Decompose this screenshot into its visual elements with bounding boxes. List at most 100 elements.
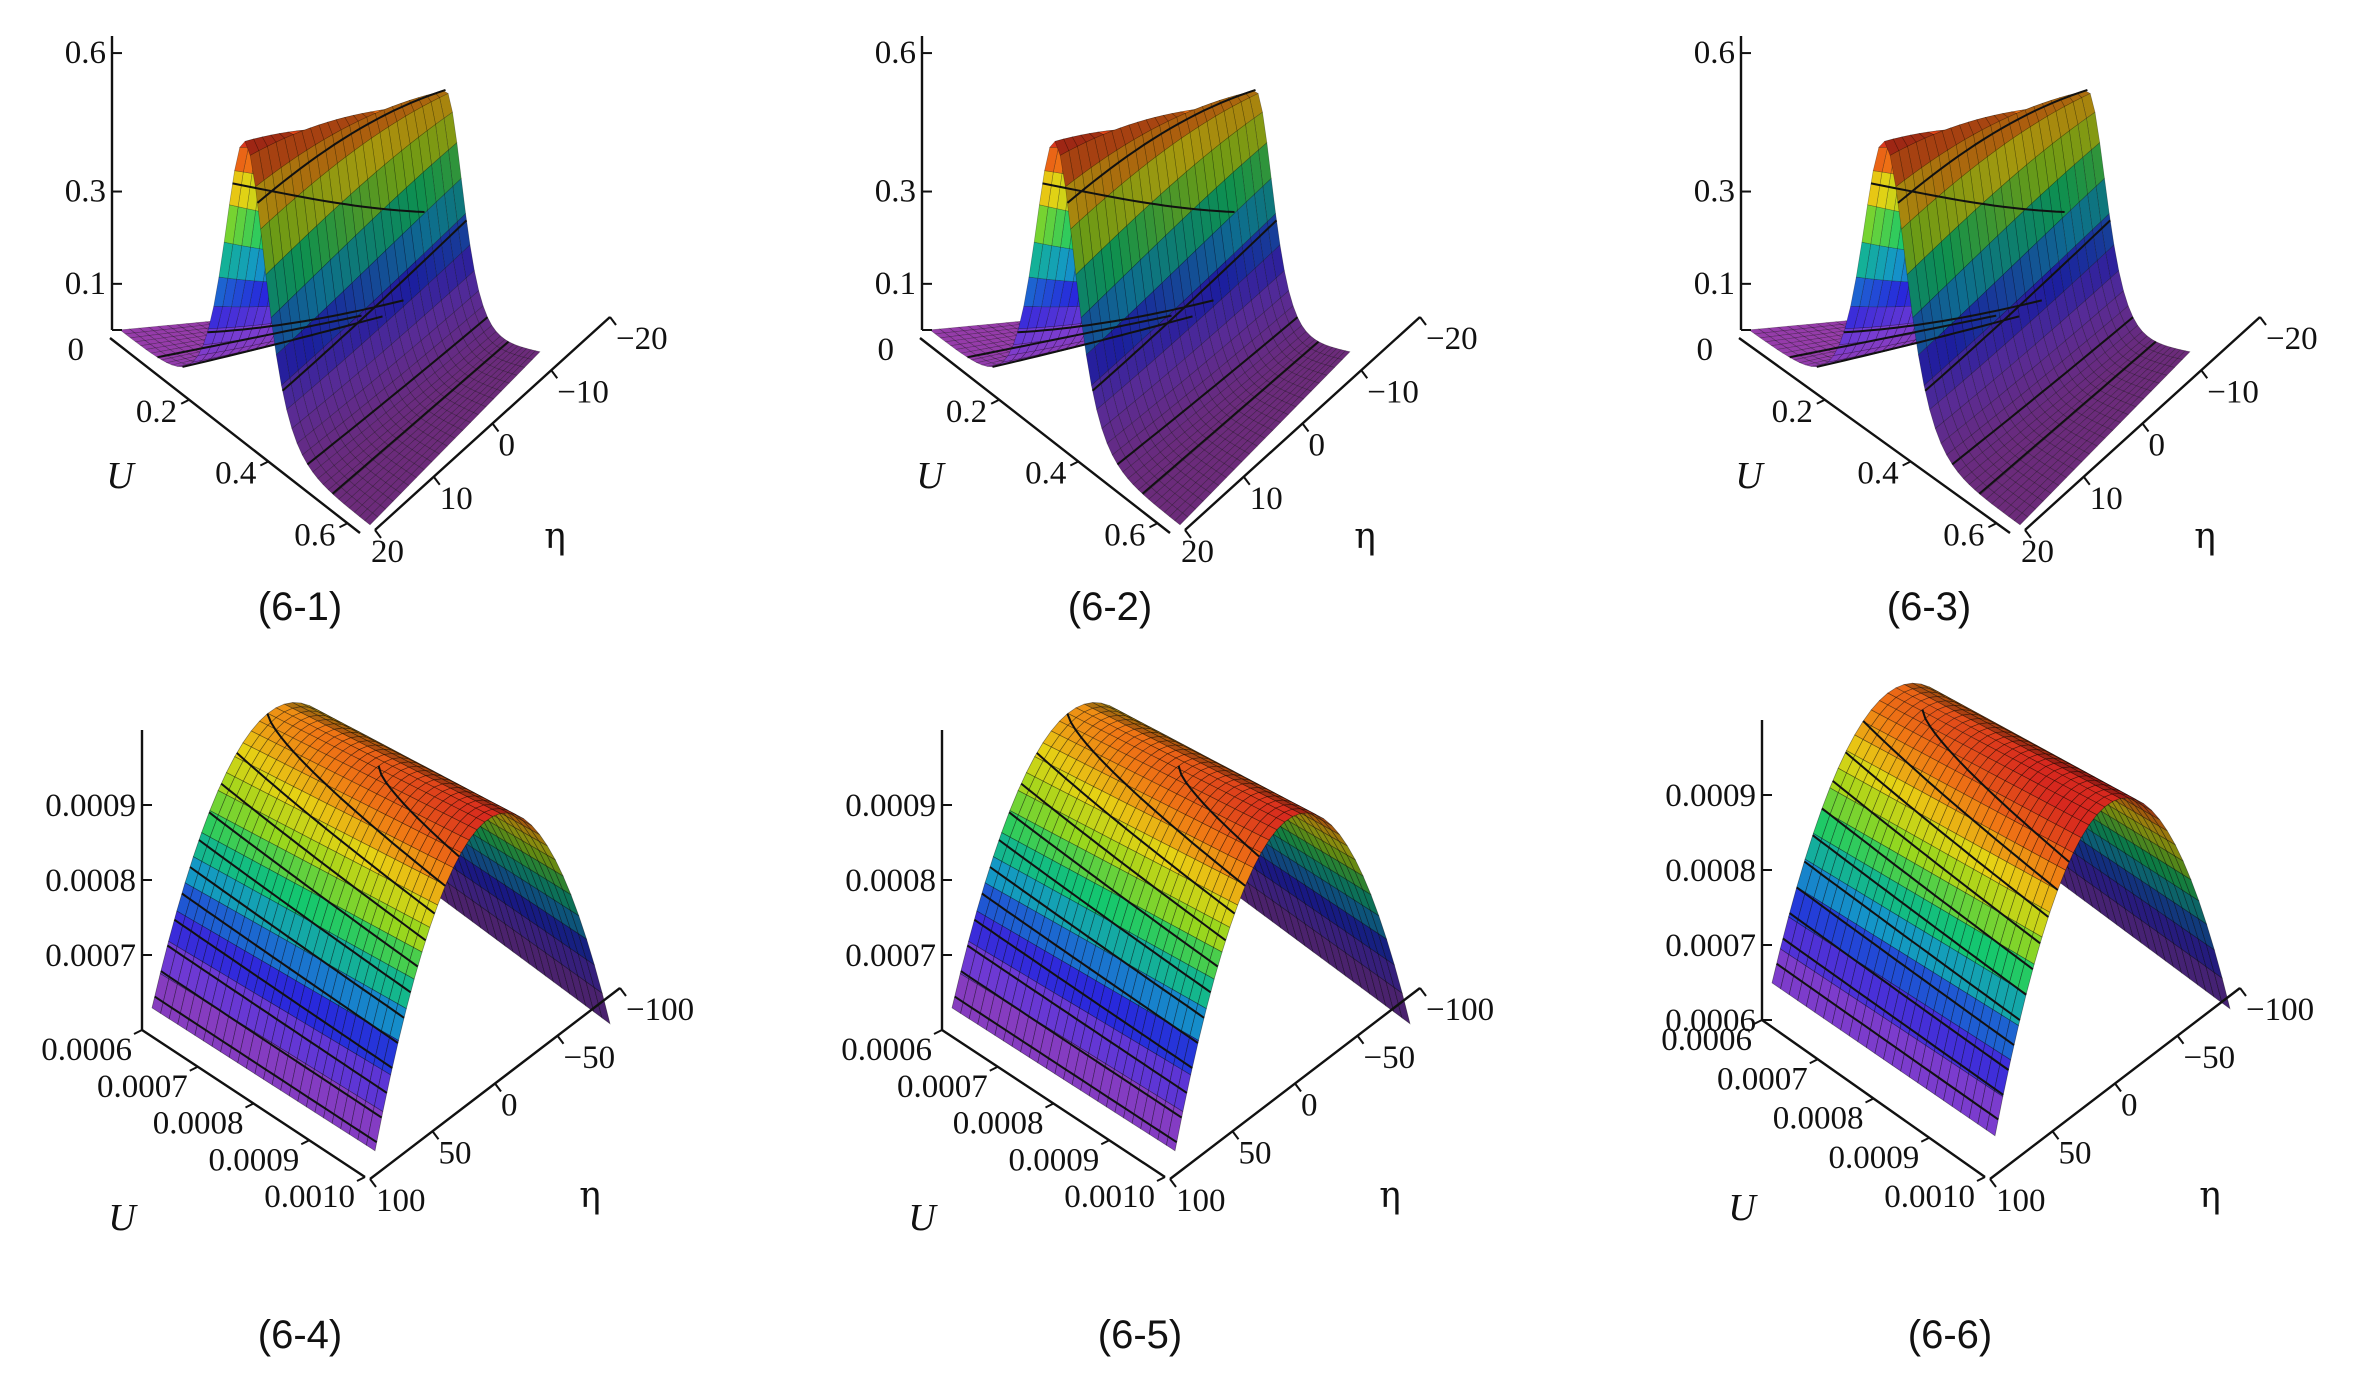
eta-tick-label: 100 (1176, 1183, 1226, 1219)
eta-tick (432, 476, 441, 486)
surface-gridline (1141, 340, 1320, 495)
eta-axis-label: η (544, 516, 566, 557)
eta-tick-label: −10 (557, 374, 609, 410)
surface-gridline (967, 314, 1172, 359)
eta-tick-label: −10 (2207, 374, 2259, 410)
eta-tick-label: 50 (1239, 1135, 1272, 1171)
panel-caption: (6-3) (1887, 585, 1971, 629)
eta-tick (1360, 369, 1369, 379)
eta-tick-label: −100 (626, 992, 694, 1028)
surface-gridline (1042, 182, 1235, 213)
u-tick (989, 1065, 999, 1072)
z-tick-label: 0.6 (65, 35, 106, 71)
u-tick (300, 1139, 310, 1146)
surface-cell (1228, 458, 1243, 471)
u-tick-label: 0.0007 (97, 1069, 188, 1105)
surface-cell (465, 412, 479, 423)
surface-gridline (207, 299, 404, 334)
eta-tick-label: 50 (439, 1135, 472, 1171)
u-tick (1816, 398, 1826, 405)
panel-caption: (6-5) (1098, 1313, 1182, 1357)
u-tick-label: 0.0006 (841, 1032, 932, 1068)
surface-gridline (331, 340, 510, 495)
u-tick-label: 0.6 (1104, 517, 1145, 553)
u-tick (339, 522, 348, 529)
panel-caption: (6-1) (258, 585, 342, 629)
u-axis-label: U (106, 455, 136, 497)
u-tick (259, 460, 269, 467)
eta-tick-label: −20 (616, 321, 668, 357)
z-tick-label: 0.1 (65, 266, 106, 302)
eta-tick-label: −100 (1426, 992, 1494, 1028)
surface-cell (1244, 443, 1258, 455)
surface-plot-4: 0.00070.00080.00090.00060.00070.00080.00… (41, 702, 694, 1357)
u-tick (1902, 460, 1912, 467)
eta-tick (1184, 529, 1192, 539)
eta-axis-label: η (2194, 516, 2216, 557)
eta-tick-label: 0 (1309, 428, 1326, 464)
eta-tick-label: −20 (2266, 321, 2318, 357)
eta-tick (491, 422, 500, 433)
u-tick (1100, 1139, 1110, 1146)
eta-axis-label: η (1379, 1175, 1401, 1216)
surface-gridline (256, 88, 446, 204)
surface-cell (1321, 365, 1336, 376)
eta-tick-label: 10 (1250, 481, 1283, 517)
eta-tick-label: 10 (440, 481, 473, 517)
eta-tick-label: −50 (564, 1040, 616, 1076)
eta-tick-label: 0 (499, 428, 516, 464)
z-tick-label: 0.1 (1694, 266, 1735, 302)
surface-gridline (306, 316, 489, 466)
surface-gridline (232, 182, 425, 213)
surface-gridline (1017, 299, 1214, 334)
z-tick-label: 0.3 (65, 174, 106, 210)
eta-axis-label: η (579, 1175, 601, 1216)
z-tick-label: 0 (1697, 332, 1714, 368)
surface-plot-6: 0.00060.00070.00080.00090.00060.00070.00… (1661, 682, 2314, 1357)
u-axis (919, 337, 1171, 534)
surface-cell (1329, 358, 1343, 368)
u-tick-label: 0.0008 (153, 1106, 244, 1142)
u-tick (1988, 522, 1997, 529)
u-tick (180, 398, 190, 405)
u-tick-label: 0.0008 (953, 1106, 1044, 1142)
surface-cell (2161, 365, 2176, 376)
z-tick-label: 0 (878, 332, 895, 368)
u-tick-label: 0.2 (1772, 394, 1813, 430)
u-tick (1045, 1102, 1054, 1109)
surface-cell (1189, 497, 1204, 510)
z-tick-label: 0.0007 (45, 938, 136, 974)
eta-tick (1301, 422, 1310, 433)
u-tick-label: 0.0010 (264, 1179, 355, 1215)
u-tick-label: 0.0010 (1064, 1179, 1155, 1215)
eta-axis-label: η (1354, 516, 1376, 557)
z-tick-label: 0.0008 (845, 863, 936, 899)
surface-gridline (182, 315, 383, 368)
z-tick-label: 0.1 (875, 266, 916, 302)
surface-gridline (992, 315, 1193, 368)
z-tick-label: 0.0009 (45, 788, 136, 824)
z-tick-label: 0.6 (875, 35, 916, 71)
u-tick-label: 0.6 (1943, 517, 1984, 553)
panel-caption: (6-4) (258, 1313, 342, 1357)
eta-tick-label: 10 (2090, 481, 2123, 517)
surface-cell (2145, 381, 2160, 392)
z-tick-label: 0.0007 (845, 938, 936, 974)
eta-tick-label: 0 (2149, 428, 2166, 464)
u-axis (109, 337, 361, 534)
surface-cell (1298, 389, 1312, 400)
u-tick (933, 1029, 943, 1035)
surface-cell (403, 474, 417, 486)
z-tick-label: 0.3 (875, 174, 916, 210)
eta-tick-label: 20 (1181, 534, 1214, 570)
u-tick-label: 0.2 (136, 394, 177, 430)
surface-gridline (281, 219, 468, 392)
u-tick-label: 0.0006 (41, 1032, 132, 1068)
z-tick-label: 0.6 (1694, 35, 1735, 71)
surface-cell (1259, 427, 1274, 439)
u-tick (189, 1065, 199, 1072)
eta-tick (374, 529, 382, 539)
eta-tick-label: −10 (1367, 374, 1419, 410)
surface-cell (364, 512, 379, 526)
